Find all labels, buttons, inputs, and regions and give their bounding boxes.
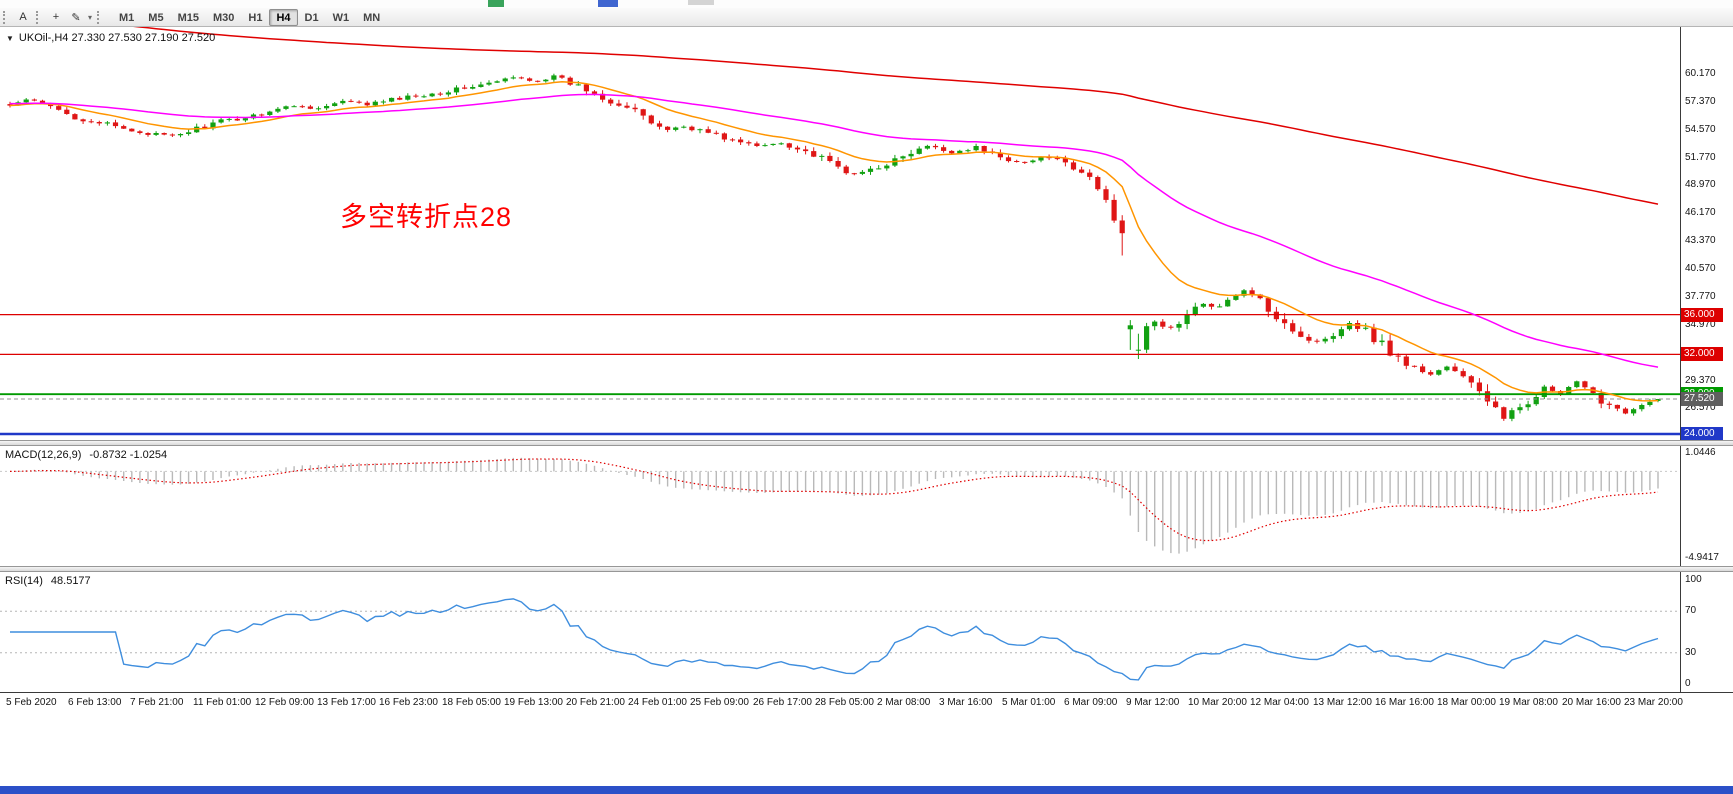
time-axis-label: 16 Feb 23:00 bbox=[379, 697, 438, 708]
time-axis[interactable]: 5 Feb 2020 6 Feb 13:00 7 Feb 21:00 11 Feb 0… bbox=[0, 692, 1733, 714]
price-axis-label: 60.170 bbox=[1685, 68, 1716, 79]
time-axis-label: 20 Mar 16:00 bbox=[1562, 697, 1621, 708]
timeframe-toolbar: M1 M5 M15 M30 H1 H4 D1 W1 MN bbox=[112, 8, 387, 26]
time-axis-label: 19 Feb 13:00 bbox=[504, 697, 563, 708]
rsi-plot[interactable]: RSI(14) 48.5177 bbox=[0, 572, 1680, 692]
price-axis-label: 26.570 bbox=[1685, 402, 1716, 413]
time-axis-label: 10 Mar 20:00 bbox=[1188, 697, 1247, 708]
time-axis-label: 13 Mar 12:00 bbox=[1313, 697, 1372, 708]
toolbar-grip[interactable] bbox=[3, 10, 10, 24]
time-axis-label: 20 Feb 21:00 bbox=[566, 697, 625, 708]
cropped-toolbar-row bbox=[0, 0, 1733, 8]
macd-axis[interactable]: 1.0446 -4.9417 bbox=[1680, 446, 1733, 566]
panel-splitter[interactable] bbox=[0, 566, 1733, 572]
current-price-tag: 27.520 bbox=[1681, 392, 1723, 406]
macd-axis-label: 1.0446 bbox=[1685, 447, 1716, 458]
price-axis-label: 34.970 bbox=[1685, 319, 1716, 330]
main-chart-panel: ▼ UKOil-,H4 27.330 27.530 27.190 27.520 … bbox=[0, 27, 1733, 441]
time-axis-label: 5 Mar 01:00 bbox=[1002, 697, 1056, 708]
cropped-icon-fragment bbox=[688, 0, 714, 5]
price-axis-label: 29.370 bbox=[1685, 375, 1716, 386]
macd-label: MACD(12,26,9) -0.8732 -1.0254 bbox=[5, 449, 167, 461]
macd-values: -0.8732 -1.0254 bbox=[89, 449, 168, 461]
toolbar-grip[interactable] bbox=[97, 10, 104, 24]
main-chart-plot[interactable]: ▼ UKOil-,H4 27.330 27.530 27.190 27.520 … bbox=[0, 27, 1680, 440]
macd-canvas bbox=[0, 457, 1680, 554]
macd-plot[interactable]: MACD(12,26,9) -0.8732 -1.0254 bbox=[0, 446, 1680, 566]
time-axis-label: 28 Feb 05:00 bbox=[815, 697, 874, 708]
rsi-name: RSI(14) bbox=[5, 575, 43, 587]
timeframe-m30-button[interactable]: M30 bbox=[206, 9, 241, 26]
rsi-axis-label: 100 bbox=[1685, 574, 1702, 585]
price-axis-label: 46.170 bbox=[1685, 207, 1716, 218]
hline-price-tag: 24.000 bbox=[1681, 427, 1723, 441]
rsi-label: RSI(14) 48.5177 bbox=[5, 575, 91, 587]
time-axis-label: 13 Feb 17:00 bbox=[317, 697, 376, 708]
cropped-icon-fragment bbox=[598, 0, 618, 7]
price-axis-label: 48.970 bbox=[1685, 179, 1716, 190]
price-axis-label: 37.770 bbox=[1685, 291, 1716, 302]
time-axis-label: 18 Feb 05:00 bbox=[442, 697, 501, 708]
timeframe-m1-button[interactable]: M1 bbox=[112, 9, 141, 26]
timeframe-d1-button[interactable]: D1 bbox=[298, 9, 326, 26]
draw-tool-button[interactable]: ✎ bbox=[66, 9, 86, 26]
time-axis-label: 2 Mar 08:00 bbox=[877, 697, 931, 708]
time-axis-label: 5 Feb 2020 bbox=[6, 697, 57, 708]
rsi-axis-label: 0 bbox=[1685, 678, 1691, 689]
chart-symbol-line: ▼ UKOil-,H4 27.330 27.530 27.190 27.520 bbox=[6, 32, 215, 44]
hline-price-tag: 32.000 bbox=[1681, 347, 1723, 361]
price-axis-label: 54.570 bbox=[1685, 124, 1716, 135]
toolbar: A + ✎ ▾ M1 M5 M15 M30 H1 H4 D1 W1 MN bbox=[0, 8, 1733, 27]
hline-price-tag: 36.000 bbox=[1681, 308, 1723, 322]
collapse-icon[interactable]: ▼ bbox=[6, 33, 14, 43]
price-axis-label: 43.370 bbox=[1685, 235, 1716, 246]
panel-splitter[interactable] bbox=[0, 440, 1733, 446]
rsi-canvas bbox=[0, 598, 1680, 681]
time-axis-label: 16 Mar 16:00 bbox=[1375, 697, 1434, 708]
rsi-axis[interactable]: 100 70 30 0 bbox=[1680, 572, 1733, 692]
rsi-axis-label: 70 bbox=[1685, 605, 1697, 616]
time-axis-label: 24 Feb 01:00 bbox=[628, 697, 687, 708]
time-axis-label: 12 Mar 04:00 bbox=[1250, 697, 1309, 708]
price-axis-label: 40.570 bbox=[1685, 263, 1716, 274]
bottom-bar bbox=[0, 786, 1733, 794]
time-axis-label: 19 Mar 08:00 bbox=[1499, 697, 1558, 708]
time-axis-label: 18 Mar 00:00 bbox=[1437, 697, 1496, 708]
chart-annotation[interactable]: 多空转折点28 bbox=[340, 202, 513, 232]
time-axis-label: 6 Feb 13:00 bbox=[68, 697, 122, 708]
time-axis-label: 11 Feb 01:00 bbox=[193, 697, 252, 708]
rsi-panel: RSI(14) 48.5177 100 70 30 0 bbox=[0, 572, 1733, 692]
timeframe-m15-button[interactable]: M15 bbox=[171, 9, 206, 26]
toolbar-grip[interactable] bbox=[36, 10, 43, 24]
rsi-axis-label: 30 bbox=[1685, 647, 1697, 658]
timeframe-m5-button[interactable]: M5 bbox=[141, 9, 170, 26]
timeframe-h4-button[interactable]: H4 bbox=[269, 8, 298, 26]
macd-axis-label: -4.9417 bbox=[1685, 552, 1719, 563]
time-axis-label: 26 Feb 17:00 bbox=[753, 697, 812, 708]
cropped-icon-fragment bbox=[488, 0, 504, 7]
timeframe-w1-button[interactable]: W1 bbox=[326, 9, 357, 26]
time-axis-label: 23 Mar 20:00 bbox=[1624, 697, 1683, 708]
timeframe-h1-button[interactable]: H1 bbox=[241, 9, 269, 26]
macd-panel: MACD(12,26,9) -0.8732 -1.0254 1.0446 -4.9… bbox=[0, 446, 1733, 566]
price-axis-label: 51.770 bbox=[1685, 152, 1716, 163]
time-axis-label: 9 Mar 12:00 bbox=[1126, 697, 1180, 708]
candlestick-canvas bbox=[0, 27, 1680, 436]
time-axis-label: 3 Mar 16:00 bbox=[939, 697, 993, 708]
macd-name: MACD(12,26,9) bbox=[5, 449, 82, 461]
text-tool-button[interactable]: A bbox=[13, 9, 33, 26]
time-axis-label: 7 Feb 21:00 bbox=[130, 697, 184, 708]
price-axis[interactable]: 60.170 57.370 54.570 51.770 48.970 46.170 43.3… bbox=[1680, 27, 1733, 441]
timeframe-mn-button[interactable]: MN bbox=[356, 9, 387, 26]
dropdown-caret-icon[interactable]: ▾ bbox=[88, 12, 93, 22]
crosshair-tool-button[interactable]: + bbox=[46, 9, 66, 26]
time-axis-label: 12 Feb 09:00 bbox=[255, 697, 314, 708]
time-axis-label: 25 Feb 09:00 bbox=[690, 697, 749, 708]
price-axis-label: 57.370 bbox=[1685, 96, 1716, 107]
time-axis-label: 6 Mar 09:00 bbox=[1064, 697, 1118, 708]
rsi-value: 48.5177 bbox=[50, 575, 91, 587]
symbol-ohlc-text: UKOil-,H4 27.330 27.530 27.190 27.520 bbox=[18, 32, 216, 44]
